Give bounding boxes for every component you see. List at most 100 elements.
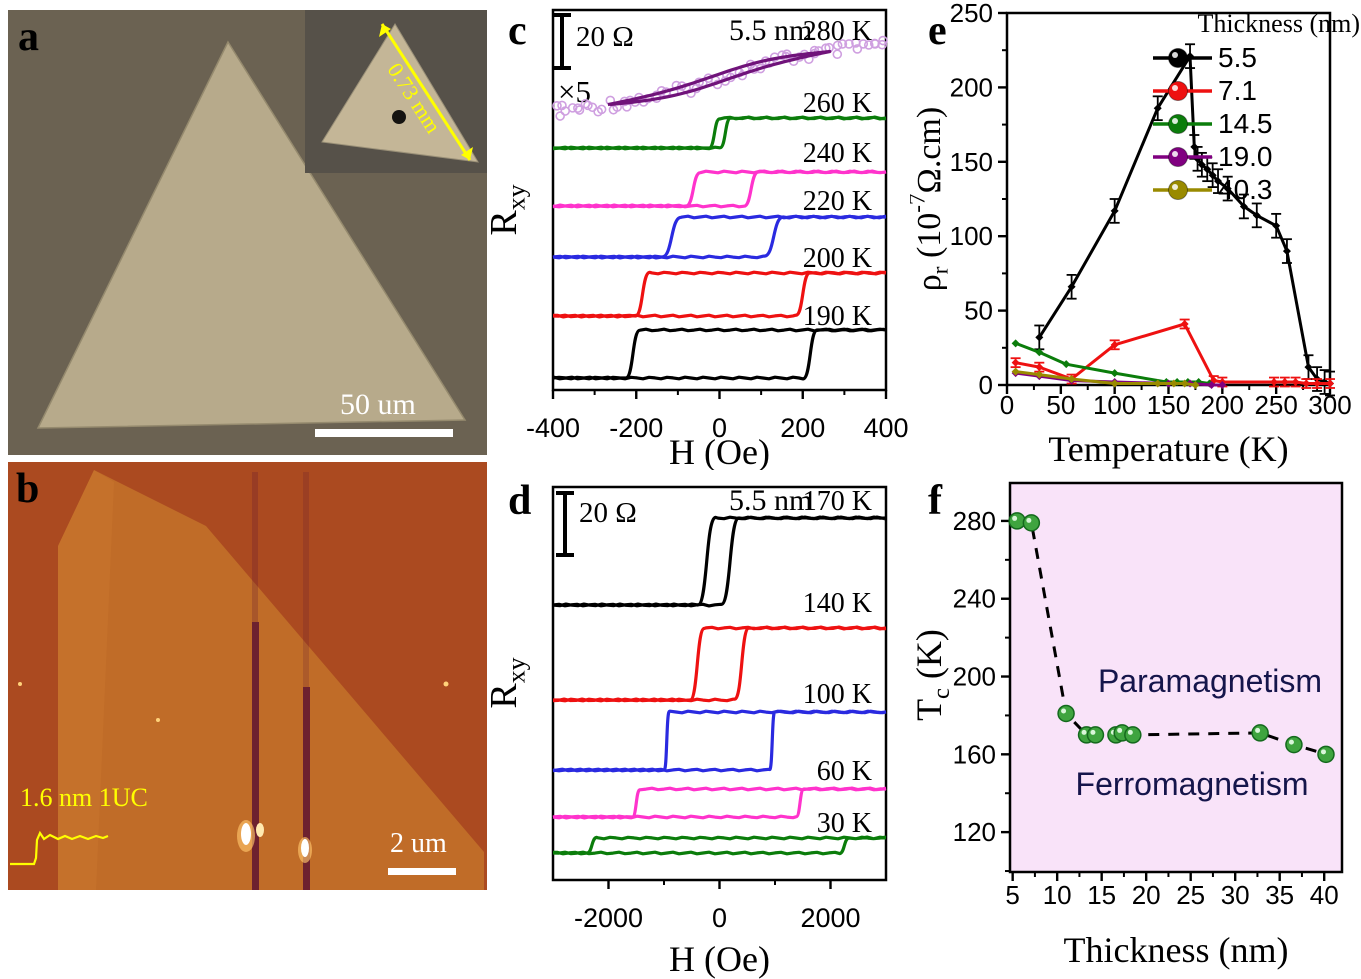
panel-c-chart: -400 -200 0 200 400 H (Oe) Rxy 20 Ω 5.5 nm ×5 280 … [490,8,909,470]
temperature-label: 280 K [803,16,872,47]
temperature-label: 190 K [803,301,872,332]
panel-d-letter: d [508,478,532,524]
panel-f-chart: 5 10 15 20 25 30 35 40 120 160 200 240 280 Thickness … [910,481,1344,970]
temperature-label: 200 K [803,243,872,274]
y-tick-label: 150 [950,147,993,177]
panel-a-scalebar [315,429,453,437]
y-tick-label: 120 [953,817,996,847]
x-tick-label: 250 [1254,390,1297,420]
scale-bar-label: 20 Ω [579,497,637,529]
paramagnetism-region-label: Paramagnetism [1098,663,1322,699]
afm-bright-particles [18,681,449,863]
x-tick-label: 200 [1201,390,1244,420]
x-tick-label: 15 [1087,880,1116,910]
y-tick-label: 200 [950,72,993,102]
legend-entry-label: 40.3 [1218,174,1273,205]
x-axis-ticks: -2000 0 2000 [574,880,861,933]
panel-b-letter: b [16,466,40,512]
x-tick-label: -2000 [574,903,643,933]
x-axis-ticks: -400 -200 0 200 400 [526,390,909,443]
legend: Thickness (nm) 5.57.114.519.040.3 [1153,9,1360,205]
x-tick-label: 150 [1147,390,1190,420]
x-tick-label: 0 [712,903,727,933]
y-tick-label: 200 [953,662,996,692]
y-axis-ticks: 0 50 100 150 200 250 [950,0,1007,400]
x-tick-label: 2000 [800,903,860,933]
temperature-label: 170 K [803,486,872,517]
temperature-label: 100 K [803,679,872,710]
x-axis-label: H (Oe) [669,432,770,470]
sample-thickness-label: 5.5 nm [729,484,812,517]
x-tick-label: 100 [1093,390,1136,420]
y-tick-label: 50 [964,296,993,326]
y-tick-label: 240 [953,584,996,614]
x-tick-label: 5 [1005,880,1019,910]
panel-f-letter: f [928,478,942,524]
x-tick-label: -200 [609,413,663,443]
temperature-label: 60 K [817,756,872,787]
panel-b-afm-image: 1.6 nm 1UC 2 um [8,462,487,890]
x-tick-label: 35 [1265,880,1294,910]
panel-a-letter: a [18,14,39,60]
temperature-label: 240 K [803,138,872,169]
tc-data-points [1008,512,1335,764]
y-axis-label: ρr (10-7Ω.cm) [910,107,954,291]
afm-flake [58,470,484,890]
x-tick-label: 25 [1176,880,1205,910]
resistance-scale-bar [553,13,571,70]
x-tick-label: 20 [1132,880,1161,910]
sample-thickness-label: 5.5 nm [729,14,812,47]
inset-triangle-flake [321,23,479,163]
series-220K: 220 K [552,186,887,260]
y-axis-label: Rxy [490,657,530,708]
height-profile-label: 1.6 nm 1UC [20,783,148,812]
series-100K: 100 K [552,679,887,773]
series-170K: 170 K [552,486,887,608]
series-140K: 140 K [552,588,887,703]
legend-entry-label: 5.5 [1218,42,1257,73]
x-tick-label: 50 [1046,390,1075,420]
large-triangle-flake [36,40,467,429]
x-axis-label: H (Oe) [669,939,770,979]
inset-measure-arrow [379,23,473,161]
legend-entry-label: 19.0 [1218,141,1273,172]
legend-entry-label: 14.5 [1218,108,1273,139]
scale-bar-label: 20 Ω [576,21,634,53]
ferromagnetism-region-label: Ferromagnetism [1076,766,1309,802]
panel-e-chart: 0 50 100 150 200 250 300050100150200250Tempera… [910,0,1360,469]
y-axis-ticks: 120 160 200 240 280 [953,506,1010,873]
x-axis-label: Temperature (K) [1048,429,1288,469]
x-axis-ticks: 5 10 15 20 25 30 35 40 [1005,872,1339,910]
series-60K: 60 K [552,756,887,820]
series-240K: 240 K [552,138,887,209]
x-axis-label: Thickness (nm) [1064,930,1289,970]
panel-b-scalebar-label: 2 um [390,828,447,859]
series-30K: 30 K [552,808,887,856]
multiplier-label: ×5 [558,74,591,109]
series-40.3 [1011,367,1200,389]
series-190K: 190 K [552,301,887,381]
temperature-label: 260 K [803,88,872,119]
height-profile-line [10,830,109,866]
series-200K: 200 K [552,243,887,319]
x-tick-label: 10 [1043,880,1072,910]
y-tick-label: 280 [953,506,996,536]
x-tick-label: 400 [863,413,908,443]
x-axis-ticks: 0 50 100 150 200 250 300 [1000,385,1352,420]
resistance-scale-bar [556,491,574,557]
afm-scan-stripes [252,472,310,890]
panel-c-letter: c [508,8,527,54]
panel-a-scalebar-label: 50 um [340,388,416,421]
panel-e-letter: e [928,8,947,54]
y-tick-label: 0 [979,370,993,400]
x-tick-label: 0 [1000,390,1014,420]
inset-contact-dot [392,110,406,124]
y-axis-label: Rxy [490,184,530,235]
y-tick-label: 250 [950,0,993,28]
legend-title: Thickness (nm) [1198,9,1360,38]
series-280K: 280 K [552,16,888,121]
x-tick-label: -400 [526,413,580,443]
y-tick-label: 160 [953,739,996,769]
